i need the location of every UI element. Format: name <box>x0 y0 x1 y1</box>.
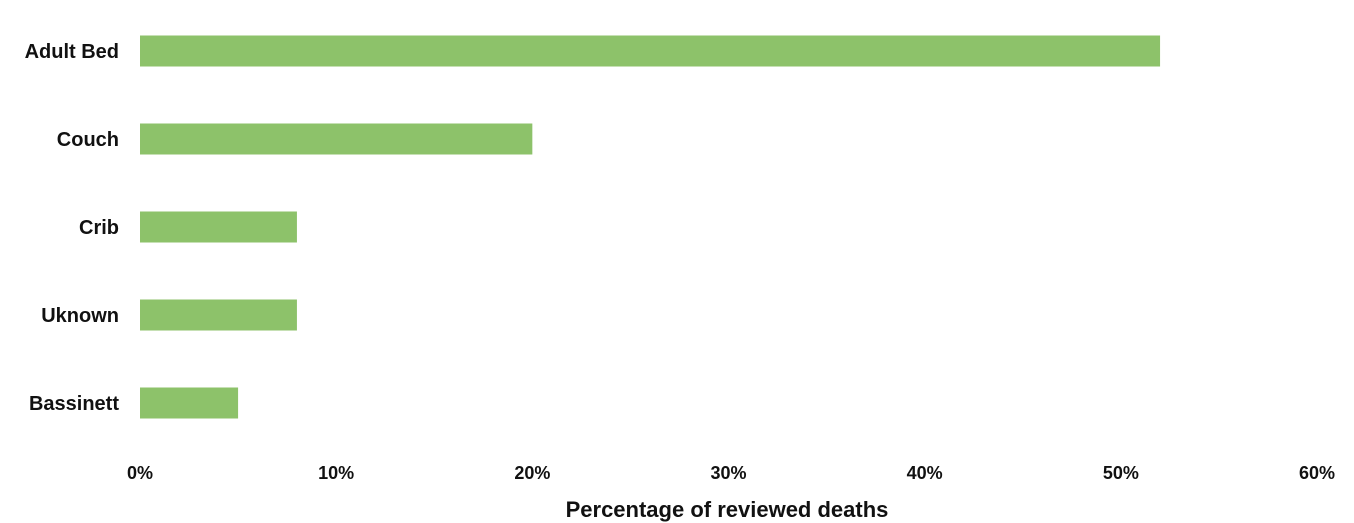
category-labels: Adult Bed Couch Crib Uknown Bassinett <box>25 41 120 415</box>
category-label-adult-bed: Adult Bed <box>25 41 119 63</box>
category-label-bassinett: Bassinett <box>29 393 119 415</box>
x-axis-title: Percentage of reviewed deaths <box>566 497 889 522</box>
category-label-couch: Couch <box>57 129 119 151</box>
category-label-uknown: Uknown <box>41 305 119 327</box>
bar-uknown <box>140 299 297 331</box>
category-label-crib: Crib <box>79 217 119 239</box>
bar-adult-bed <box>140 35 1161 67</box>
x-tick-labels: 0% 10% 20% 30% 40% 50% 60% <box>127 463 1335 483</box>
x-tick-label: 50% <box>1103 463 1139 483</box>
x-tick-label: 30% <box>710 463 746 483</box>
x-tick-label: 20% <box>514 463 550 483</box>
bar-couch <box>140 123 533 155</box>
x-tick-label: 60% <box>1299 463 1335 483</box>
x-tick-label: 10% <box>318 463 354 483</box>
bar-crib <box>140 211 297 243</box>
x-tick-label: 40% <box>907 463 943 483</box>
x-tick-label: 0% <box>127 463 153 483</box>
bars-group <box>140 35 1161 419</box>
bar-bassinett <box>140 387 239 419</box>
